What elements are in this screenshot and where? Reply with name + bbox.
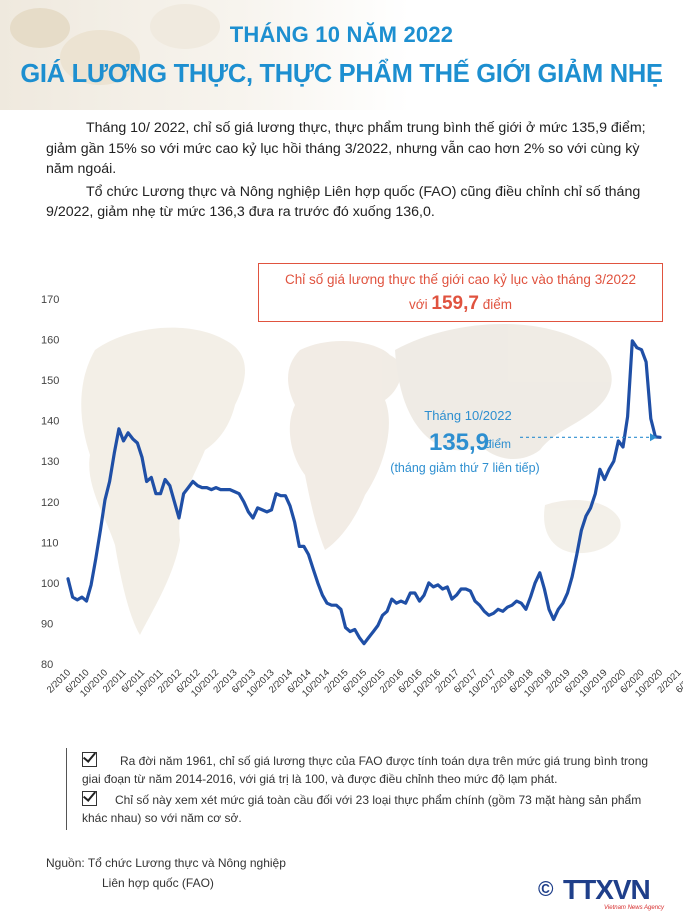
map-africa-europe [288,340,402,550]
x-axis: 2/20106/201010/20102/20116/201110/20112/… [45,667,683,699]
callout-value: 159,7 [431,293,479,314]
series-line-food-price-index [66,339,662,646]
record-callout: Chỉ số giá lương thực thế giới cao kỷ lụ… [258,263,663,322]
callout-prefix: với [409,297,428,312]
y-tick-label: 150 [41,375,59,387]
y-tick-label: 120 [41,497,59,509]
y-tick-label: 80 [41,659,53,671]
y-tick-label: 170 [41,294,59,306]
y-tick-label: 110 [41,537,59,549]
y-tick-label: 90 [41,618,53,630]
notes-divider [66,748,666,830]
note-2-text: Chỉ số này xem xét mức giá toàn cầu đối … [82,793,642,825]
y-tick-label: 140 [41,416,59,428]
y-axis: 80 90 100 110 120 130 140 150 160 170 [41,294,59,671]
header-background [0,0,683,110]
source-line-2: Liên hợp quốc (FAO) [102,876,214,890]
copyright-icon: © [538,878,554,901]
intro-text: Tháng 10/ 2022, chỉ số giá lương thực, t… [46,118,646,225]
annotation-arrow-head [650,433,657,442]
note-1: Ra đời năm 1961, chỉ số giá lương thực c… [82,752,662,788]
y-tick-label: 160 [41,335,59,347]
page-title: GIÁ LƯƠNG THỰC, THỰC PHẨM THẾ GIỚI GIẢM … [20,60,663,88]
note-1-text: Ra đời năm 1961, chỉ số giá lương thực c… [82,754,649,786]
logo-tagline: Vietnam News Agency [604,905,665,911]
callout-unit: điểm [482,297,512,312]
source-line-1: Nguồn: Tổ chức Lương thực và Nông nghiệp [46,856,286,870]
y-tick-label: 130 [41,456,59,468]
checkbox-icon [82,752,97,767]
ttxvn-logo: © TTXVN Vietnam News Agency [538,872,668,916]
annotation-unit: điểm [485,437,511,451]
annotation-label: Tháng 10/2022 [424,408,511,423]
logo-wordmark: TTXVN [563,874,651,905]
grain-decoration [150,4,220,49]
intro-paragraph-1: Tháng 10/ 2022, chỉ số giá lương thực, t… [46,120,646,177]
food-price-chart: 80 90 100 110 120 130 140 150 160 170 2/20106/201… [41,294,683,699]
grain-decoration [10,8,70,48]
annotation-value: 135,9 [429,429,489,456]
map-asia [395,323,612,460]
checkbox-icon [82,791,97,806]
y-tick-label: 100 [41,578,59,590]
page-title-date: THÁNG 10 NĂM 2022 [229,22,454,47]
intro-paragraph-2: Tổ chức Lương thực và Nông nghiệp Liên h… [46,183,641,221]
callout-line-2: với 159,7 điểm [259,293,662,315]
note-2: Chỉ số này xem xét mức giá toàn cầu đối … [82,791,662,827]
source-credit: Nguồn: Tổ chức Lương thực và Nông nghiệp… [46,853,286,893]
callout-line-1: Chỉ số giá lương thực thế giới cao kỷ lụ… [285,272,636,287]
annotation-note: (tháng giảm thứ 7 liên tiếp) [390,461,539,475]
grain-decoration [60,30,140,85]
world-map-background [81,323,621,635]
